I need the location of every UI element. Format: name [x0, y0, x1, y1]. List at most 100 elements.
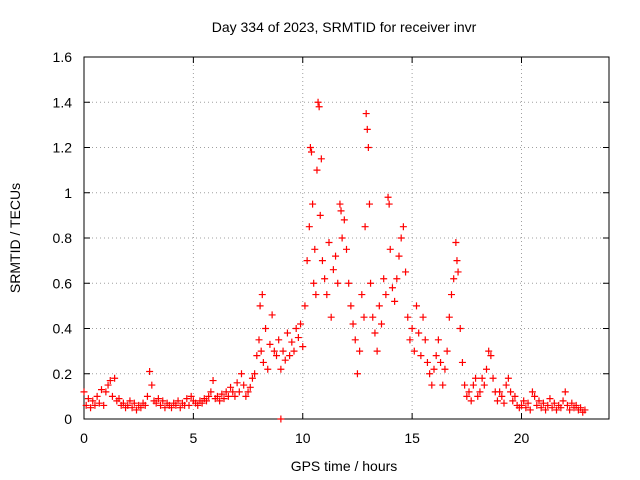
data-point — [338, 207, 345, 214]
data-point — [299, 343, 306, 350]
data-point — [365, 144, 372, 151]
data-point — [316, 103, 323, 110]
data-point — [374, 348, 381, 355]
data-point — [483, 366, 490, 373]
data-point — [341, 216, 348, 223]
data-point — [277, 416, 284, 423]
data-point — [361, 314, 368, 321]
data-point — [450, 275, 457, 282]
data-point — [424, 359, 431, 366]
data-point — [109, 393, 116, 400]
y-axis-label: SRMTID / TECUs — [7, 183, 23, 293]
data-point — [293, 325, 300, 332]
data-point — [336, 201, 343, 208]
data-point — [330, 266, 337, 273]
data-point — [262, 325, 269, 332]
data-point — [380, 275, 387, 282]
data-point — [307, 144, 314, 151]
data-point — [350, 320, 357, 327]
data-point — [334, 280, 341, 287]
data-point — [257, 302, 264, 309]
x-axis-label: GPS time / hours — [291, 458, 398, 474]
data-point — [367, 280, 374, 287]
data-point — [240, 382, 247, 389]
data-point — [398, 235, 405, 242]
data-point — [354, 370, 361, 377]
data-point — [256, 336, 263, 343]
x-tick-label: 5 — [189, 430, 197, 446]
data-point — [501, 400, 508, 407]
data-point — [396, 253, 403, 260]
data-point — [356, 348, 363, 355]
x-tick-label: 0 — [80, 430, 88, 446]
data-point — [236, 388, 243, 395]
data-point — [148, 382, 155, 389]
y-tick-label: 0.2 — [53, 366, 73, 382]
plot-border — [84, 57, 609, 419]
data-point — [323, 291, 330, 298]
y-tick-label: 0.4 — [53, 321, 73, 337]
data-point — [472, 375, 479, 382]
data-point — [470, 382, 477, 389]
data-point — [258, 348, 265, 355]
data-point — [313, 167, 320, 174]
chart: Day 334 of 2023, SRMTID for receiver inv… — [0, 0, 640, 480]
data-point — [295, 334, 302, 341]
data-point — [319, 257, 326, 264]
data-point — [468, 397, 475, 404]
data-point — [81, 388, 88, 395]
data-point — [503, 382, 510, 389]
data-point — [494, 397, 501, 404]
data-point — [378, 320, 385, 327]
data-point — [562, 388, 569, 395]
data-point — [186, 402, 193, 409]
data-point — [328, 314, 335, 321]
data-point — [415, 330, 422, 337]
y-tick-label: 1.4 — [53, 94, 73, 110]
data-point — [264, 366, 271, 373]
data-point — [277, 366, 284, 373]
data-point — [94, 393, 101, 400]
data-point — [490, 375, 497, 382]
data-point — [144, 393, 151, 400]
x-tick-label: 10 — [295, 430, 311, 446]
data-point — [304, 257, 311, 264]
data-point — [431, 366, 438, 373]
data-point — [339, 235, 346, 242]
data-point — [332, 253, 339, 260]
data-point — [309, 201, 316, 208]
data-point — [311, 246, 318, 253]
data-point — [481, 382, 488, 389]
data-point — [393, 275, 400, 282]
data-point — [234, 379, 241, 386]
data-point — [366, 201, 373, 208]
data-point — [433, 352, 440, 359]
data-point — [286, 352, 293, 359]
data-point — [409, 325, 416, 332]
data-point — [371, 330, 378, 337]
grid — [84, 57, 609, 419]
data-point — [404, 314, 411, 321]
x-tick-label: 20 — [514, 430, 530, 446]
data-point — [343, 246, 350, 253]
data-point — [369, 314, 376, 321]
x-tick-label: 15 — [404, 430, 420, 446]
data-point — [284, 330, 291, 337]
data-point — [560, 397, 567, 404]
data-point — [253, 352, 260, 359]
data-point — [453, 257, 460, 264]
data-point — [318, 155, 325, 162]
data-point — [291, 348, 298, 355]
data-point — [417, 352, 424, 359]
data-point — [400, 223, 407, 230]
data-point — [317, 212, 324, 219]
data-point — [426, 370, 433, 377]
y-tick-label: 1.6 — [53, 49, 73, 65]
data-point — [362, 223, 369, 230]
data-point — [260, 359, 267, 366]
data-point — [461, 382, 468, 389]
data-point — [446, 314, 453, 321]
data-point — [282, 357, 289, 364]
chart-title: Day 334 of 2023, SRMTID for receiver inv… — [212, 19, 477, 35]
data-point — [437, 359, 444, 366]
